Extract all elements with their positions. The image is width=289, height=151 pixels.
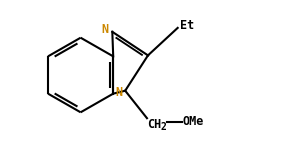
Text: 2: 2 <box>161 122 167 132</box>
Text: N: N <box>101 23 108 36</box>
Text: CH: CH <box>147 118 161 131</box>
Text: Et: Et <box>180 19 194 32</box>
Text: OMe: OMe <box>183 115 204 128</box>
Text: N: N <box>115 86 122 99</box>
